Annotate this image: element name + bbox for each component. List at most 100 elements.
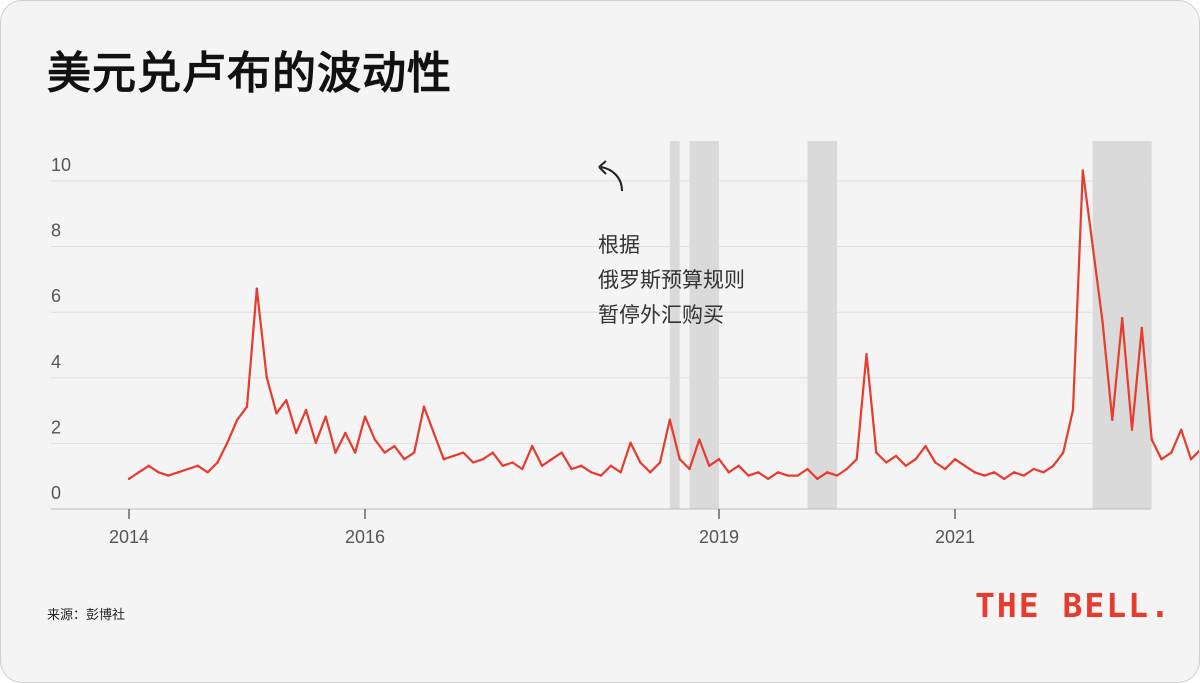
data-point [462, 451, 465, 454]
data-point [393, 444, 396, 448]
shaded-period [807, 141, 837, 509]
data-point [855, 458, 858, 461]
x-tick-label: 2019 [699, 527, 739, 547]
data-point [521, 467, 524, 471]
data-point [924, 444, 927, 448]
data-point [363, 415, 367, 418]
data-point [884, 461, 888, 464]
data-point [501, 464, 504, 467]
data-point [993, 471, 996, 474]
data-point [717, 458, 721, 461]
data-point [186, 467, 190, 471]
data-point [471, 461, 475, 464]
data-point [747, 474, 750, 477]
data-point [1052, 464, 1055, 467]
annotation-line: 俄罗斯预算规则 [598, 268, 745, 292]
data-point [757, 471, 760, 474]
data-point [157, 471, 160, 474]
data-point [127, 477, 131, 481]
data-point [265, 376, 268, 379]
data-point [648, 471, 652, 474]
data-point [285, 398, 288, 402]
data-point [766, 477, 770, 481]
data-point [688, 467, 691, 471]
data-point [570, 467, 573, 471]
data-point [167, 474, 170, 477]
data-point [432, 431, 436, 435]
data-point [776, 471, 780, 474]
annotation-line: 根据 [598, 233, 640, 257]
data-point [560, 451, 563, 454]
data-point [245, 405, 249, 408]
data-point [353, 451, 357, 454]
data-point [806, 467, 809, 471]
brand-logo: THE BELL. [975, 586, 1172, 625]
data-point [137, 471, 141, 474]
data-point [1012, 471, 1016, 474]
chart-title: 美元兑卢布的波动性 [47, 48, 452, 99]
data-point [226, 441, 229, 444]
data-point [1150, 438, 1153, 441]
data-point [1140, 326, 1144, 330]
x-tick-label: 2016 [345, 527, 385, 547]
data-point [383, 451, 386, 454]
data-point [294, 431, 298, 435]
data-point [835, 474, 839, 477]
data-point [589, 471, 593, 474]
data-point [678, 458, 681, 461]
data-point [609, 464, 613, 467]
data-point [619, 471, 622, 474]
data-point [373, 438, 377, 441]
data-point [452, 454, 455, 458]
data-point [707, 464, 711, 467]
y-tick-label: 10 [51, 155, 71, 175]
data-point [816, 477, 819, 481]
annotation-text: 根据 俄罗斯预算规则 暂停外汇购买 [598, 228, 745, 333]
data-point [953, 458, 957, 461]
data-point [825, 471, 829, 474]
data-point [894, 454, 898, 458]
data-point [639, 461, 642, 464]
data-point [403, 458, 406, 461]
x-tick-label: 2021 [935, 527, 975, 547]
data-point [698, 438, 701, 441]
data-point [216, 461, 219, 464]
y-tick-label: 6 [51, 286, 61, 306]
data-point [1170, 451, 1173, 454]
data-point [304, 408, 308, 412]
data-point [983, 474, 986, 477]
data-point [1002, 477, 1006, 481]
shaded-period [689, 141, 719, 509]
data-point [334, 451, 337, 454]
data-point [1179, 428, 1183, 431]
data-point [442, 458, 445, 461]
data-point [1022, 474, 1026, 477]
data-point [530, 444, 534, 448]
data-point [1101, 320, 1104, 323]
data-point [491, 451, 495, 454]
data-point [196, 464, 200, 467]
data-point [943, 467, 947, 471]
data-point [324, 415, 327, 418]
y-tick-label: 8 [51, 221, 61, 241]
data-point [1130, 428, 1134, 431]
data-point [658, 461, 662, 464]
data-point [1042, 471, 1045, 474]
y-tick-label: 2 [51, 417, 61, 437]
data-point [1111, 418, 1114, 422]
y-tick-label: 0 [51, 483, 61, 503]
data-point [147, 464, 150, 467]
data-point [235, 418, 239, 422]
data-point [865, 353, 868, 356]
data-point [845, 467, 849, 471]
data-point [275, 412, 278, 415]
data-point [412, 451, 416, 454]
y-tick-label: 4 [51, 352, 61, 372]
data-point [1160, 458, 1163, 461]
annotation-line: 暂停外汇购买 [598, 303, 724, 327]
data-point [580, 464, 583, 467]
data-point [481, 458, 485, 461]
data-point [904, 464, 908, 467]
